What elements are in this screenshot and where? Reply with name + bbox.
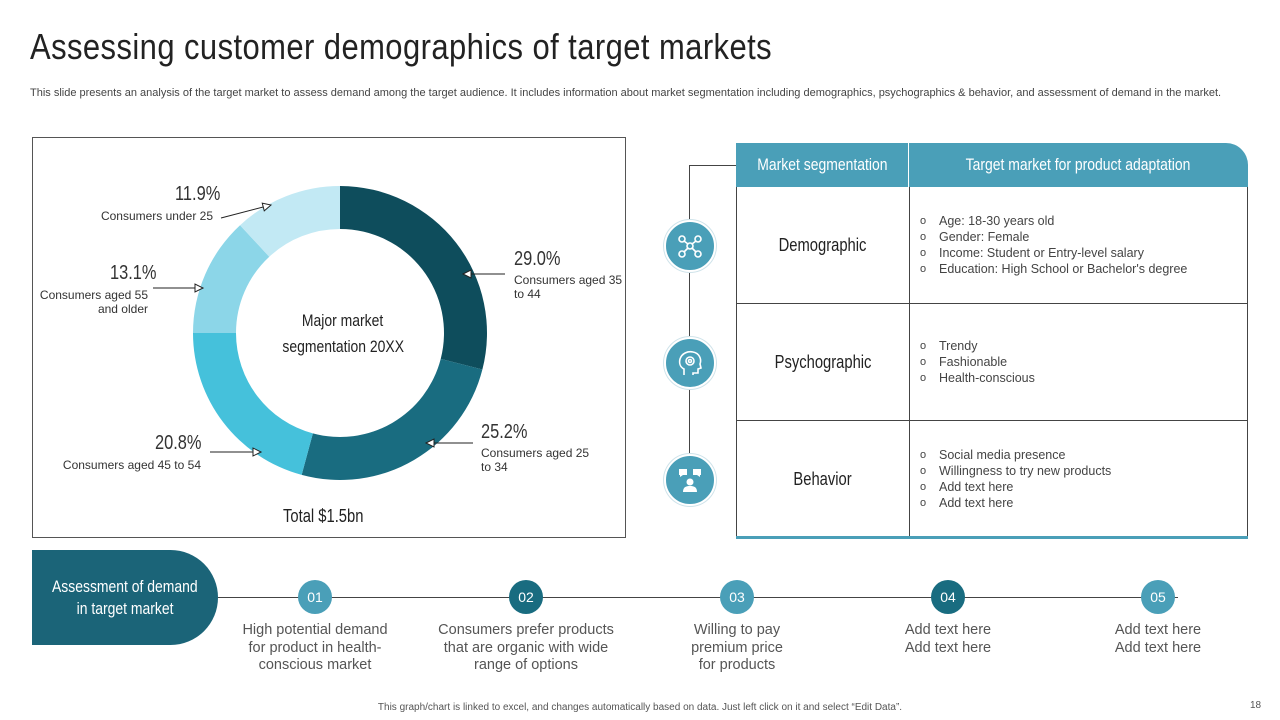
segment-details: o Social media presence o Willingness to t… bbox=[920, 448, 1112, 510]
leader-arrow bbox=[252, 447, 263, 457]
slice-25-34[interactable] bbox=[301, 358, 483, 480]
leader-arrow bbox=[261, 202, 273, 212]
leader-arrow bbox=[424, 438, 435, 448]
page-number: 18 bbox=[1250, 700, 1262, 711]
step-03-text: Willing to pay premium price for products bbox=[691, 622, 783, 673]
leader-arrow bbox=[194, 283, 205, 293]
table-row-demographic: Demographic o Age: 18-30 years old o Gende… bbox=[736, 187, 1248, 304]
step-01-badge: 01 bbox=[298, 580, 332, 614]
slice-35-44[interactable] bbox=[340, 186, 487, 370]
slice-label-45-54: Consumers aged 45 to 54 bbox=[62, 458, 201, 472]
leader-arrow bbox=[461, 269, 472, 279]
chart-total-label: Total $1.5bn bbox=[283, 506, 364, 526]
slice-label-25-34: Consumers aged 25 to 34 bbox=[481, 446, 590, 474]
leader-line bbox=[220, 204, 272, 219]
slice-label-under-25: Consumers under 25 bbox=[100, 209, 213, 223]
page-subtitle: This slide presents an analysis of the t… bbox=[30, 87, 1222, 99]
step-05-text: Add text here Add text here bbox=[1114, 622, 1202, 656]
slice-label-55-older: Consumers aged 55 and older bbox=[39, 288, 148, 316]
donut-chart-panel[interactable]: 11.9% Consumers under 25 13.1% Consumers… bbox=[32, 137, 626, 538]
donut-chart[interactable] bbox=[33, 138, 627, 539]
slice-45-54[interactable] bbox=[193, 333, 313, 475]
donut-center-label: Major market segmentation 20XX bbox=[282, 311, 404, 356]
slice-label-35-44: Consumers aged 35 to 44 bbox=[514, 273, 623, 301]
pct-label-55-older: 13.1% bbox=[110, 262, 157, 284]
segment-name: Behavior bbox=[737, 421, 910, 537]
step-01-text: High potential demand for product in heal… bbox=[242, 622, 388, 673]
segment-connector-line bbox=[689, 165, 690, 480]
segment-name: Psychographic bbox=[737, 304, 910, 420]
step-04-text: Add text here Add text here bbox=[904, 622, 992, 656]
segment-details: o Trendy o Fashionable o Health-conscious bbox=[920, 339, 1035, 385]
table-row-psychographic: Psychographic o Trendy o Fashionable o Heal… bbox=[736, 304, 1248, 421]
step-05-badge: 05 bbox=[1141, 580, 1175, 614]
step-02-badge: 02 bbox=[509, 580, 543, 614]
segmentation-table: Market segmentation Target market for pr… bbox=[736, 143, 1248, 539]
network-nodes-icon bbox=[664, 220, 716, 272]
step-02-text: Consumers prefer products that are organi… bbox=[438, 622, 614, 673]
table-row-behavior: Behavior o Social media presence o Willing… bbox=[736, 421, 1248, 537]
header-target-market: Target market for product adaptation bbox=[966, 155, 1191, 174]
pct-label-45-54: 20.8% bbox=[155, 432, 202, 454]
timeline-line bbox=[218, 597, 1178, 598]
step-04-badge: 04 bbox=[931, 580, 965, 614]
head-gears-icon bbox=[664, 337, 716, 389]
header-market-segmentation: Market segmentation bbox=[736, 143, 909, 187]
pct-label-25-34: 25.2% bbox=[481, 421, 528, 443]
table-header: Market segmentation Target market for pr… bbox=[736, 143, 1248, 187]
segment-connector-top bbox=[689, 165, 737, 166]
segment-name: Demographic bbox=[737, 187, 910, 303]
table-bottom-accent bbox=[736, 536, 1248, 539]
assessment-label: Assessment of demand in target market bbox=[32, 550, 218, 645]
page-title: Assessing customer demographics of targe… bbox=[30, 26, 773, 67]
slice-55-older[interactable] bbox=[193, 225, 270, 333]
slice-under-25[interactable] bbox=[240, 186, 340, 257]
person-chat-icon bbox=[664, 454, 716, 506]
pct-label-under-25: 11.9% bbox=[175, 183, 221, 205]
step-03-badge: 03 bbox=[720, 580, 754, 614]
footer-note: This graph/chart is linked to excel, and… bbox=[377, 702, 903, 713]
pct-label-35-44: 29.0% bbox=[514, 248, 561, 270]
